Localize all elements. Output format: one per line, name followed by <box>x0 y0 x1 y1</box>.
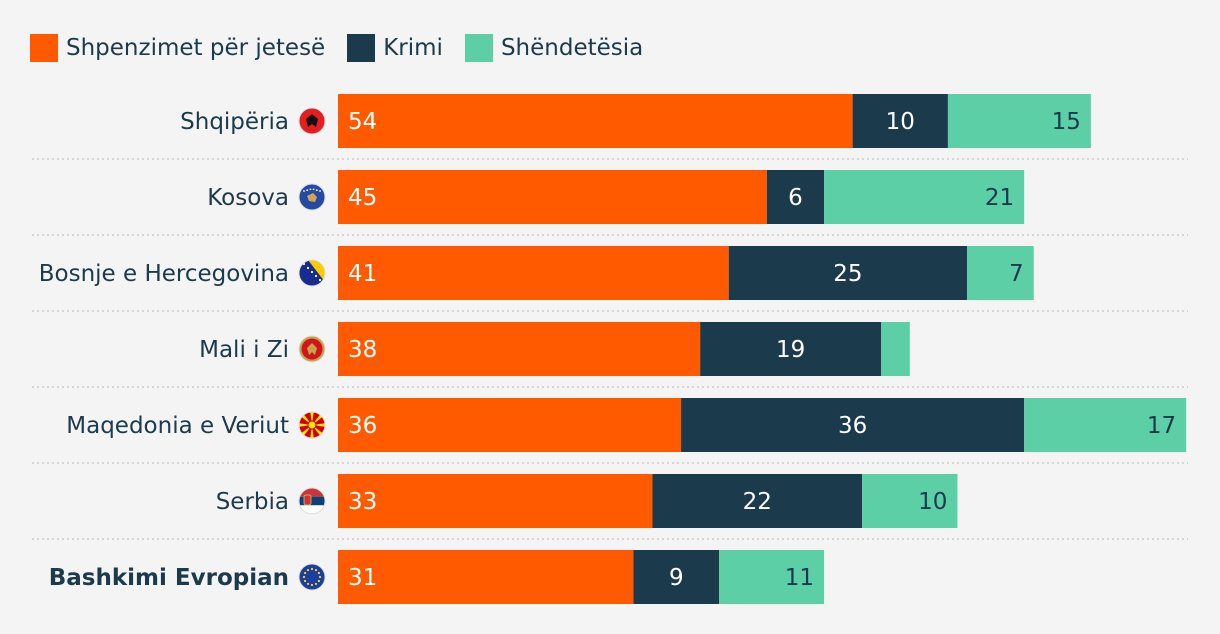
category-label: Shqipëria <box>180 109 289 135</box>
bar-segment <box>338 550 634 604</box>
data-label: 45 <box>348 185 377 211</box>
bar-segment <box>1024 398 1187 452</box>
data-label: 9 <box>669 565 684 591</box>
data-label: 54 <box>348 109 377 135</box>
data-label: 10 <box>886 109 915 135</box>
eu-flag-icon <box>298 563 326 591</box>
data-label: 6 <box>788 185 803 211</box>
bar-segment <box>338 322 701 376</box>
data-label: 11 <box>785 565 814 591</box>
category-label: Bashkimi Evropian <box>49 565 289 591</box>
bar-segment <box>966 246 1034 300</box>
legend-label: Krimi <box>383 35 443 61</box>
legend-item: Krimi <box>347 34 443 62</box>
data-label: 25 <box>833 261 862 287</box>
bar-segment <box>338 398 682 452</box>
bar-segment <box>338 474 653 528</box>
data-label: 33 <box>348 489 377 515</box>
bar-segment <box>852 94 948 148</box>
data-label: 15 <box>1052 109 1081 135</box>
data-label: 10 <box>918 489 947 515</box>
data-label: 38 <box>348 337 377 363</box>
bar-segment <box>700 322 882 376</box>
category-label: Mali i Zi <box>199 337 289 363</box>
bar-segment <box>633 550 720 604</box>
category-label: Serbia <box>216 489 289 515</box>
data-label: 21 <box>985 185 1014 211</box>
chart-row: Shqipëria 54 10 15 <box>32 94 1188 160</box>
chart-row: Bashkimi Evropian 31 9 11 <box>49 550 825 604</box>
legend-label: Shëndetësia <box>500 35 644 61</box>
chart-row: Serbia 33 22 10 <box>32 474 1188 540</box>
montenegro-flag-icon <box>298 335 326 363</box>
data-label: 19 <box>776 337 805 363</box>
chart-row: Bosnje e Hercegovina 41 25 7 <box>32 246 1188 312</box>
legend-item: Shëndetësia <box>464 34 644 62</box>
albania-flag-icon <box>298 107 326 135</box>
legend-swatch <box>347 34 376 62</box>
bar-segment <box>338 246 729 300</box>
legend-swatch <box>30 34 58 62</box>
data-label: 36 <box>838 413 867 439</box>
data-label: 31 <box>348 565 377 591</box>
category-label: Maqedonia e Veriut <box>66 413 289 439</box>
data-label: 36 <box>348 413 377 439</box>
bar-segment <box>338 170 767 224</box>
bosnia-flag-icon <box>298 259 326 287</box>
data-label: 7 <box>1009 261 1024 287</box>
bar-segment <box>862 474 958 528</box>
legend-label: Shpenzimet për jetesë <box>66 35 326 61</box>
data-label: 17 <box>1147 413 1176 439</box>
chart-row: Kosova 45 6 21 <box>32 170 1188 236</box>
category-label: Kosova <box>207 185 289 211</box>
legend-item: Shpenzimet për jetesë <box>30 34 325 62</box>
bar-segment <box>338 94 853 148</box>
bar-segment <box>719 550 825 604</box>
bar-segment <box>652 474 863 528</box>
category-label: Bosnje e Hercegovina <box>39 261 289 287</box>
bar-segment <box>947 94 1091 148</box>
legend: Shpenzimet për jetesë Krimi Shëndetësia <box>30 28 665 68</box>
kosovo-flag-icon <box>298 183 326 211</box>
bar-segment <box>681 398 1025 452</box>
data-label: 41 <box>348 261 377 287</box>
data-label: 22 <box>743 489 772 515</box>
chart-row: Maqedonia e Veriut 36 36 17 <box>32 398 1188 464</box>
bar-segment <box>728 246 967 300</box>
chart-row: Mali i Zi 38 19 <box>32 322 1188 388</box>
bar-segment <box>824 170 1025 224</box>
north-macedonia-flag-icon <box>298 411 326 439</box>
serbia-flag-icon <box>298 487 326 515</box>
bar-segment <box>881 322 910 376</box>
bar-segment <box>766 170 825 224</box>
legend-swatch <box>464 34 493 62</box>
